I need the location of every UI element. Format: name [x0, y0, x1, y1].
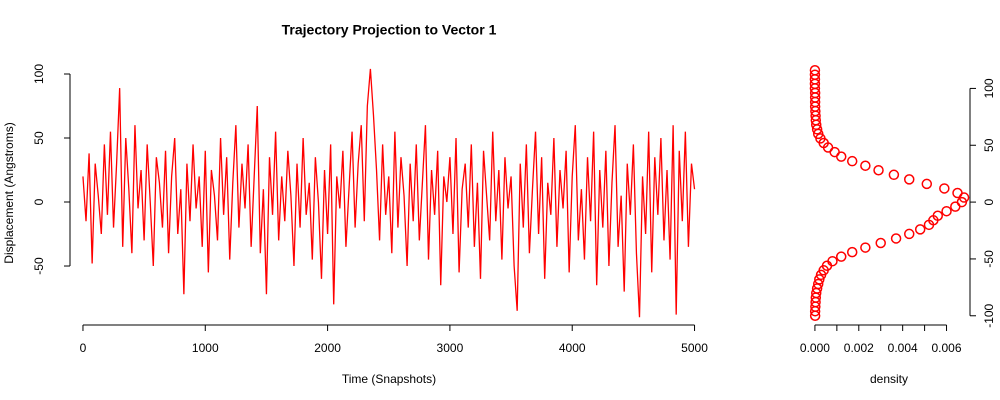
trajectory-line — [82, 68, 696, 318]
density-point — [812, 278, 824, 290]
x-tick-label: 5000 — [681, 341, 708, 355]
x-tick-label: 0.006 — [932, 341, 962, 355]
y2-tick-label: 100 — [982, 78, 996, 98]
density-point — [932, 210, 944, 221]
density-point — [939, 183, 950, 194]
density-point — [809, 69, 821, 81]
density-point — [846, 155, 858, 167]
density-point — [827, 255, 838, 267]
chart-title: Trajectory Projection to Vector 1 — [282, 22, 497, 38]
density-point — [890, 233, 902, 244]
density-point — [835, 251, 847, 262]
y-tick-label: -50 — [32, 257, 46, 275]
density-point — [814, 274, 825, 285]
density-point — [860, 242, 871, 253]
density-point — [950, 201, 961, 212]
y-tick-label: 0 — [32, 198, 46, 205]
y-tick-label: 50 — [32, 131, 46, 145]
y2-tick-label: -100 — [982, 303, 996, 327]
density-point — [875, 237, 886, 249]
y-tick-label: 100 — [32, 64, 46, 84]
density-point — [873, 165, 884, 176]
density-point — [921, 178, 933, 190]
x-axis-label: Time (Snapshots) — [342, 372, 436, 386]
x-tick-label: 0.002 — [844, 341, 874, 355]
x-axis-label: density — [870, 372, 908, 386]
density-point — [888, 169, 900, 181]
x-tick-label: 0.000 — [800, 341, 830, 355]
density-point — [835, 151, 847, 162]
x-tick-label: 4000 — [559, 341, 586, 355]
y2-tick-label: 0 — [982, 198, 996, 205]
density-point — [829, 146, 840, 158]
density-point — [809, 64, 821, 76]
y2-tick-label: -50 — [982, 250, 996, 268]
density-point — [846, 246, 858, 258]
density-point — [952, 187, 963, 199]
density-point — [903, 174, 915, 185]
density-point — [914, 224, 926, 235]
x-tick-label: 0.004 — [888, 341, 918, 355]
x-tick-label: 3000 — [437, 341, 464, 355]
x-tick-label: 0 — [80, 341, 87, 355]
density-point — [903, 228, 915, 240]
y2-tick-label: 50 — [982, 138, 996, 152]
y-axis-label: Displacement (Angstroms) — [2, 122, 16, 263]
density-point — [860, 160, 871, 171]
x-tick-label: 2000 — [314, 341, 341, 355]
x-tick-label: 1000 — [192, 341, 219, 355]
density-point — [941, 205, 952, 217]
